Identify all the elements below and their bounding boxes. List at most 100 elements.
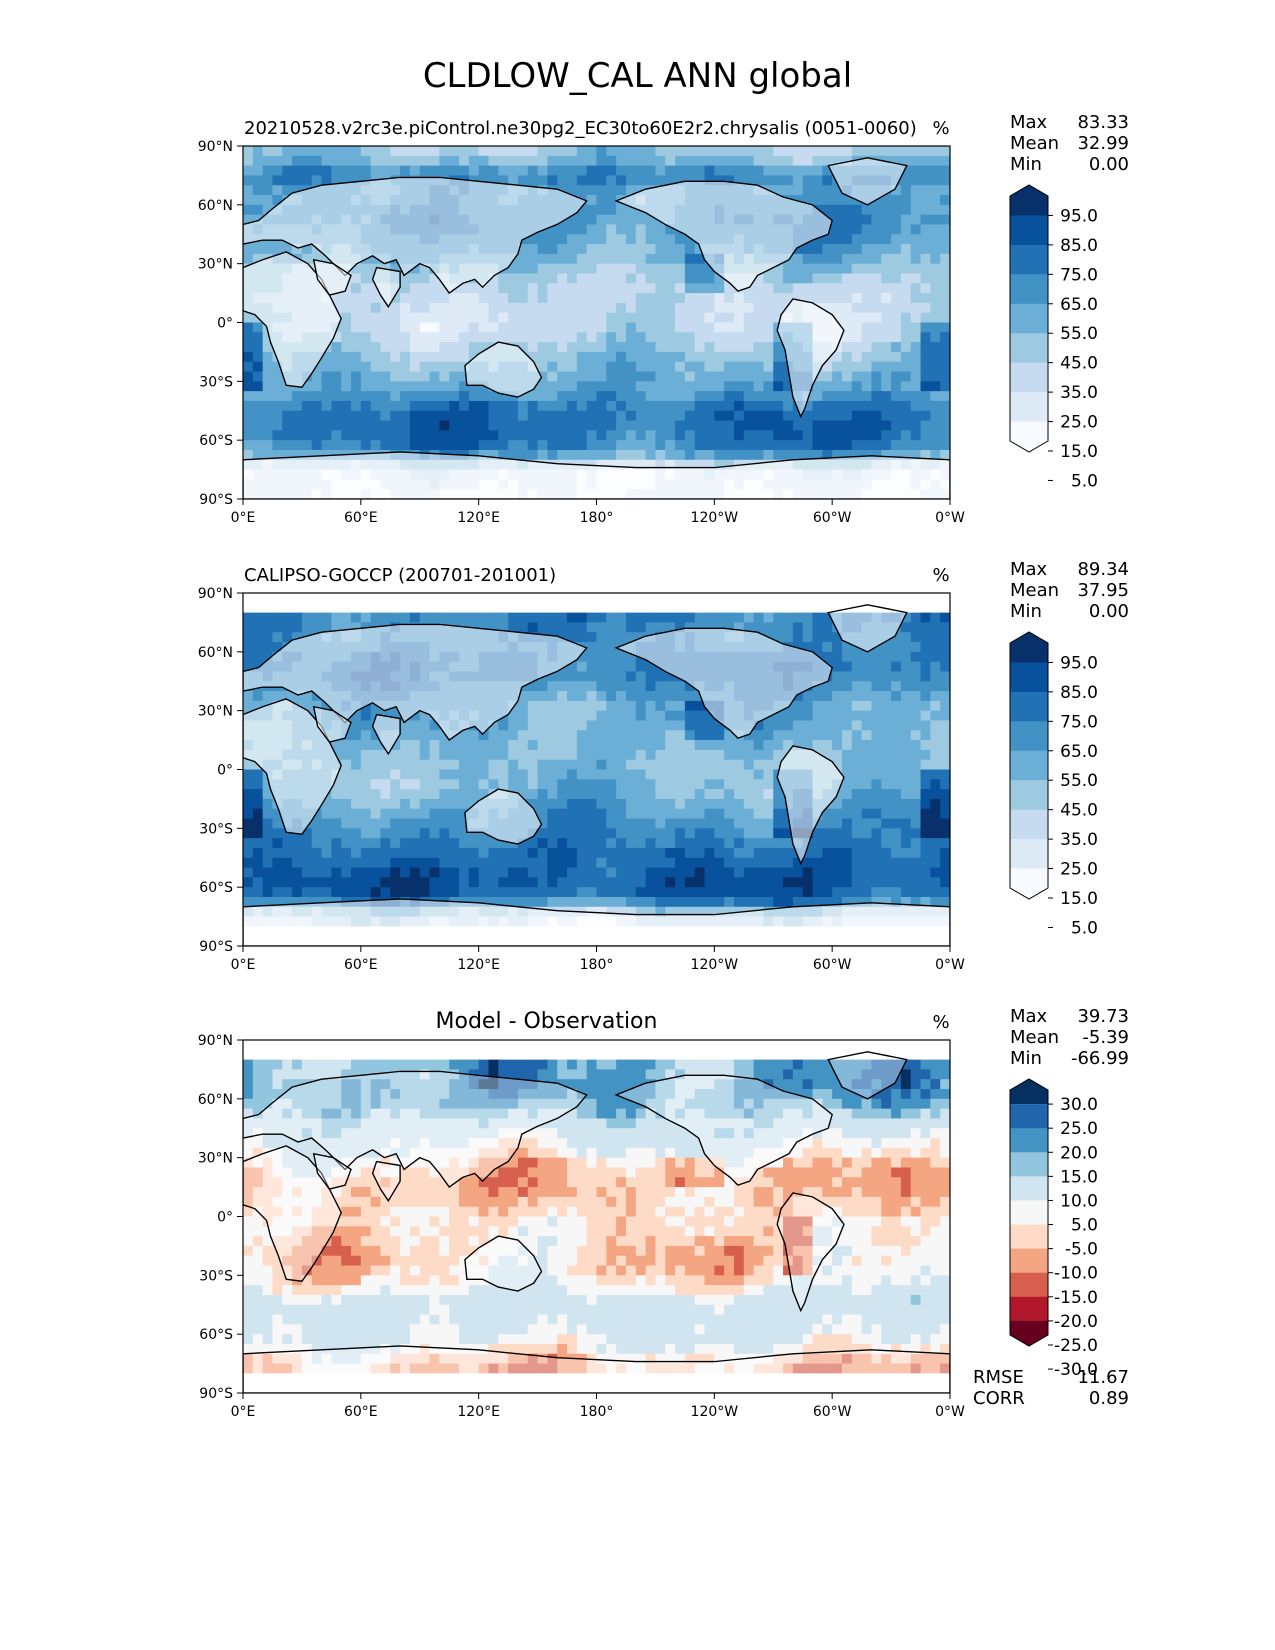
map-cell	[871, 798, 882, 810]
map-cell	[822, 440, 833, 451]
map-cell	[557, 720, 568, 731]
lon-tick-label: 60°E	[344, 510, 378, 526]
map-cell	[586, 312, 598, 324]
map-cell	[940, 642, 950, 653]
map-cell	[645, 818, 657, 829]
map-cell	[930, 789, 941, 800]
map-cell	[910, 749, 922, 761]
map-cell	[694, 730, 706, 741]
map-cell	[930, 204, 941, 216]
map-cell	[684, 351, 696, 363]
map-cell	[881, 253, 892, 265]
map-cell	[753, 400, 765, 412]
map-cell	[645, 602, 657, 614]
map-cell	[714, 410, 725, 422]
map-cell	[282, 155, 293, 167]
map-cell	[822, 847, 833, 859]
map-cell	[910, 838, 922, 849]
map-cell	[576, 273, 588, 284]
map-cell	[812, 593, 823, 604]
map-cell	[547, 730, 558, 741]
map-cell	[655, 234, 666, 245]
map-cell	[311, 361, 323, 373]
map-cell	[252, 847, 264, 859]
map-cell	[488, 165, 499, 177]
map-cell	[439, 593, 450, 604]
map-cell	[684, 749, 696, 761]
map-cell	[891, 449, 902, 461]
map-cell	[635, 175, 647, 186]
map-cell	[920, 661, 931, 673]
map-cell	[704, 740, 715, 751]
map-cell	[341, 740, 352, 751]
map-cell	[508, 779, 519, 790]
map-cell	[910, 779, 922, 790]
map-cell	[370, 253, 382, 265]
map-cell	[321, 371, 332, 382]
map-cell	[940, 165, 950, 177]
map-cell	[743, 749, 755, 761]
map-cell	[429, 798, 440, 810]
map-cell	[900, 204, 912, 216]
map-cell	[282, 381, 293, 392]
map-cell	[724, 769, 735, 780]
map-cell	[616, 612, 627, 624]
map-cell	[684, 322, 696, 333]
map-cell	[891, 214, 902, 226]
map-cell	[704, 887, 715, 898]
map-cell	[812, 155, 823, 167]
map-cell	[655, 740, 666, 751]
map-cell	[665, 602, 676, 614]
map-cell	[724, 400, 735, 412]
colorbar-label: 35.0	[1060, 383, 1098, 403]
map-cell	[567, 273, 578, 284]
map-cell	[243, 449, 254, 461]
map-cell	[881, 302, 892, 314]
map-cell	[665, 779, 676, 790]
map-cell	[272, 146, 283, 157]
map-cell	[792, 896, 804, 908]
map-cell	[243, 253, 254, 265]
map-cell	[694, 847, 706, 859]
map-cell	[910, 430, 922, 441]
lon-tick-label: 0°W	[935, 510, 965, 526]
map-cell	[655, 769, 666, 780]
map-cell	[351, 371, 362, 382]
map-cell	[449, 165, 460, 177]
map-cell	[832, 651, 843, 663]
map-cell	[409, 351, 421, 363]
map-cell	[341, 165, 352, 177]
map-cell	[724, 283, 735, 294]
map-cell	[802, 420, 814, 431]
map-cell	[900, 400, 912, 412]
map-cell	[547, 740, 558, 751]
map-cell	[900, 838, 912, 849]
map-cell	[390, 322, 401, 333]
map-cell	[409, 430, 421, 441]
map-cell	[724, 440, 735, 451]
map-cell	[409, 440, 421, 451]
map-cell	[547, 671, 558, 682]
map-cell	[714, 351, 725, 363]
map-cell	[616, 847, 627, 859]
map-cell	[606, 798, 617, 810]
map-cell	[684, 410, 696, 422]
map-cell	[547, 263, 558, 275]
map-cell	[655, 730, 666, 741]
map-cell	[655, 371, 666, 382]
map-cell	[822, 818, 833, 829]
map-cell	[537, 838, 548, 849]
map-cell	[557, 234, 568, 245]
map-cell	[851, 371, 863, 382]
map-cell	[478, 847, 490, 859]
map-cell	[606, 671, 617, 682]
map-cell	[930, 440, 941, 451]
map-cell	[861, 224, 873, 235]
map-cell	[400, 293, 411, 304]
map-cell	[920, 789, 931, 800]
map-cell	[625, 391, 637, 402]
map-cell	[665, 410, 676, 422]
map-cell	[753, 818, 765, 829]
map-cell	[351, 779, 362, 790]
map-cell	[252, 798, 264, 810]
